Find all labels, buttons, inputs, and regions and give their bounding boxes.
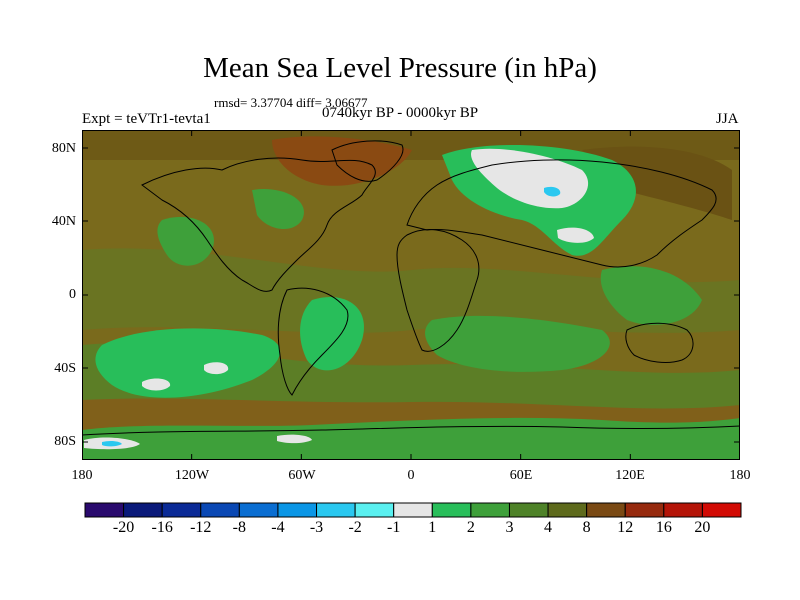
colorbar-swatch: [316, 502, 356, 518]
lon-label-0: 0: [407, 468, 415, 483]
season-label: JJA: [716, 111, 739, 127]
region-olive-tropics: [82, 248, 740, 333]
colorbar-label: -16: [151, 519, 173, 536]
lat-label-80s: 80S: [54, 434, 76, 449]
colorbar-swatch: [84, 502, 125, 518]
colorbar-label: -1: [387, 519, 401, 536]
colorbar-swatch: [663, 502, 703, 518]
experiment-label: Expt = teVTr1-tevta1: [82, 111, 211, 127]
lat-label-40n: 40N: [51, 214, 76, 229]
colorbar-swatch: [200, 502, 240, 518]
lon-label-180w: 180: [71, 468, 93, 483]
coastline-europe-asia: [406, 159, 717, 268]
colorbar-swatch: [547, 502, 588, 518]
colorbar-swatch: [431, 502, 472, 518]
region-green-antarctic-coast: [82, 417, 740, 460]
region-green-atlantic-north: [252, 189, 304, 230]
coastline-antarctica: [82, 425, 740, 436]
plot-title: Mean Sea Level Pressure (in hPa): [203, 52, 597, 84]
colorbar-swatch: [277, 502, 318, 518]
colorbar-label: -2: [348, 519, 362, 536]
coastline-greenland: [331, 140, 404, 182]
colorbar-label: -4: [271, 519, 285, 536]
colorbar-swatch: [354, 502, 395, 518]
region-white-mongolia: [557, 227, 594, 243]
colorbar-label: -20: [112, 519, 135, 536]
colorbar-label: -8: [232, 519, 246, 536]
coastline-north-america: [141, 157, 376, 292]
colorbar-label: 3: [505, 519, 514, 536]
colorbar-swatch: [701, 502, 742, 518]
region-green-mid-pacific: [157, 216, 214, 266]
lon-label-180e: 180: [729, 468, 751, 483]
colorbar-label: 16: [655, 519, 672, 536]
colorbar-swatch: [470, 502, 510, 518]
colorbar-label: 2: [466, 519, 475, 536]
colorbar-swatch: [238, 502, 279, 518]
lon-label-60w: 60W: [288, 468, 316, 483]
colorbar-label: 20: [694, 519, 711, 536]
colorbar: [84, 502, 742, 518]
lon-label-60e: 60E: [509, 468, 533, 483]
colorbar-swatch: [624, 502, 665, 518]
map-panel: [82, 130, 740, 460]
colorbar-label: 8: [582, 519, 591, 536]
period-label: 0740kyr BP - 0000kyr BP: [322, 105, 479, 121]
region-cyan-siberia: [544, 186, 561, 197]
colorbar-swatch: [161, 502, 202, 518]
colorbar-label: 4: [544, 519, 553, 536]
colorbar-label: -12: [190, 519, 212, 536]
coastline-africa: [396, 229, 480, 352]
lat-label-40s: 40S: [54, 361, 76, 376]
lat-label-0: 0: [69, 287, 76, 302]
region-cyan-antarctic: [102, 440, 122, 447]
lon-label-120e: 120E: [615, 468, 645, 483]
colorbar-swatch: [123, 502, 163, 518]
coastline-australia: [625, 322, 694, 363]
colorbar-label: 12: [617, 519, 634, 536]
region-green-western-pacific: [600, 266, 702, 325]
lat-label-80n: 80N: [51, 141, 76, 156]
region-white-south-pacific-2: [204, 362, 229, 375]
lon-label-120w: 120W: [174, 468, 210, 483]
colorbar-swatch: [393, 502, 433, 518]
region-white-antarctic-2: [277, 434, 312, 444]
colorbar-swatch: [586, 502, 626, 518]
region-green-south-pacific: [95, 328, 281, 398]
colorbar-swatch: [508, 502, 549, 518]
colorbar-label: -3: [309, 519, 324, 536]
region-white-south-pacific-1: [142, 378, 171, 391]
coastline-south-america: [277, 287, 349, 396]
colorbar-label: 1: [428, 519, 437, 536]
region-green-indian-ocean: [425, 315, 610, 372]
stats-text: rmsd= 3.37704 diff= 3.06677: [214, 95, 368, 110]
